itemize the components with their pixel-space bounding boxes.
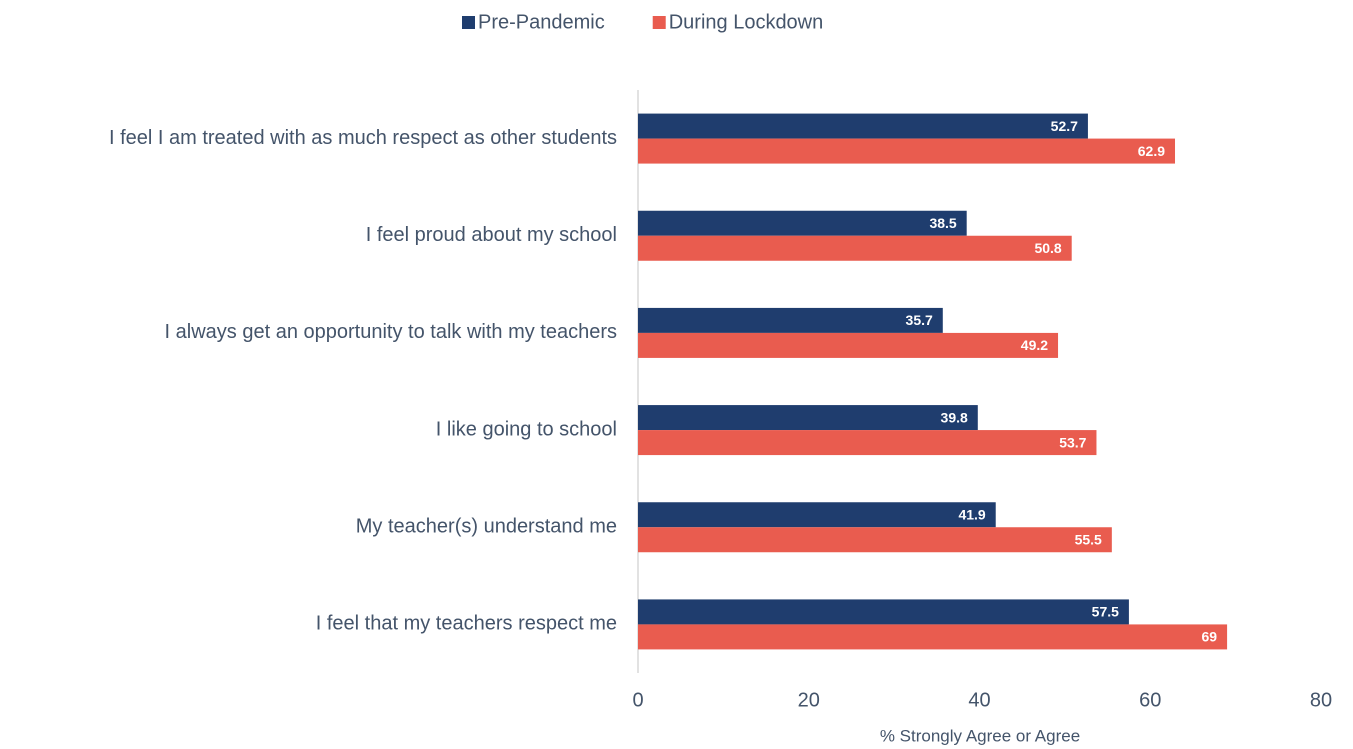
data-label: 53.7 — [1059, 434, 1086, 450]
data-label: 62.9 — [1138, 143, 1165, 159]
bar — [638, 624, 1228, 650]
bar — [638, 599, 1129, 625]
category-label: I like going to school — [436, 418, 617, 440]
legend-label: During Lockdown — [669, 11, 824, 33]
x-tick-label: 0 — [632, 689, 643, 711]
data-label: 50.8 — [1034, 240, 1061, 256]
bar — [638, 405, 978, 431]
data-label: 57.5 — [1092, 604, 1119, 620]
legend-label: Pre-Pandemic — [478, 11, 605, 33]
data-label: 35.7 — [906, 312, 933, 328]
x-tick-label: 20 — [798, 689, 820, 711]
category-label: I feel that my teachers respect me — [316, 613, 617, 635]
category-label: I feel proud about my school — [366, 224, 617, 246]
data-label: 52.7 — [1051, 118, 1078, 134]
bar — [638, 430, 1097, 456]
data-label: 69 — [1202, 629, 1218, 645]
category-label: I feel I am treated with as much respect… — [109, 127, 617, 149]
bar — [638, 332, 1059, 358]
legend-swatch — [462, 16, 475, 29]
bar — [638, 307, 943, 333]
data-label: 41.9 — [958, 506, 985, 522]
x-axis-label: % Strongly Agree or Agree — [880, 726, 1080, 745]
x-tick-label: 80 — [1310, 689, 1332, 711]
legend-swatch — [652, 16, 666, 29]
bar — [638, 235, 1072, 261]
data-label: 39.8 — [941, 409, 968, 425]
bar — [638, 210, 967, 236]
x-tick-label: 40 — [968, 689, 990, 711]
data-label: 38.5 — [929, 215, 956, 231]
x-tick-label: 60 — [1139, 689, 1161, 711]
category-label: I always get an opportunity to talk with… — [165, 321, 617, 343]
bar — [638, 527, 1112, 553]
bar — [638, 502, 996, 528]
bar — [638, 138, 1176, 164]
bar — [638, 113, 1088, 139]
data-label: 55.5 — [1075, 531, 1102, 547]
data-label: 49.2 — [1021, 337, 1048, 353]
category-label: My teacher(s) understand me — [356, 516, 617, 538]
